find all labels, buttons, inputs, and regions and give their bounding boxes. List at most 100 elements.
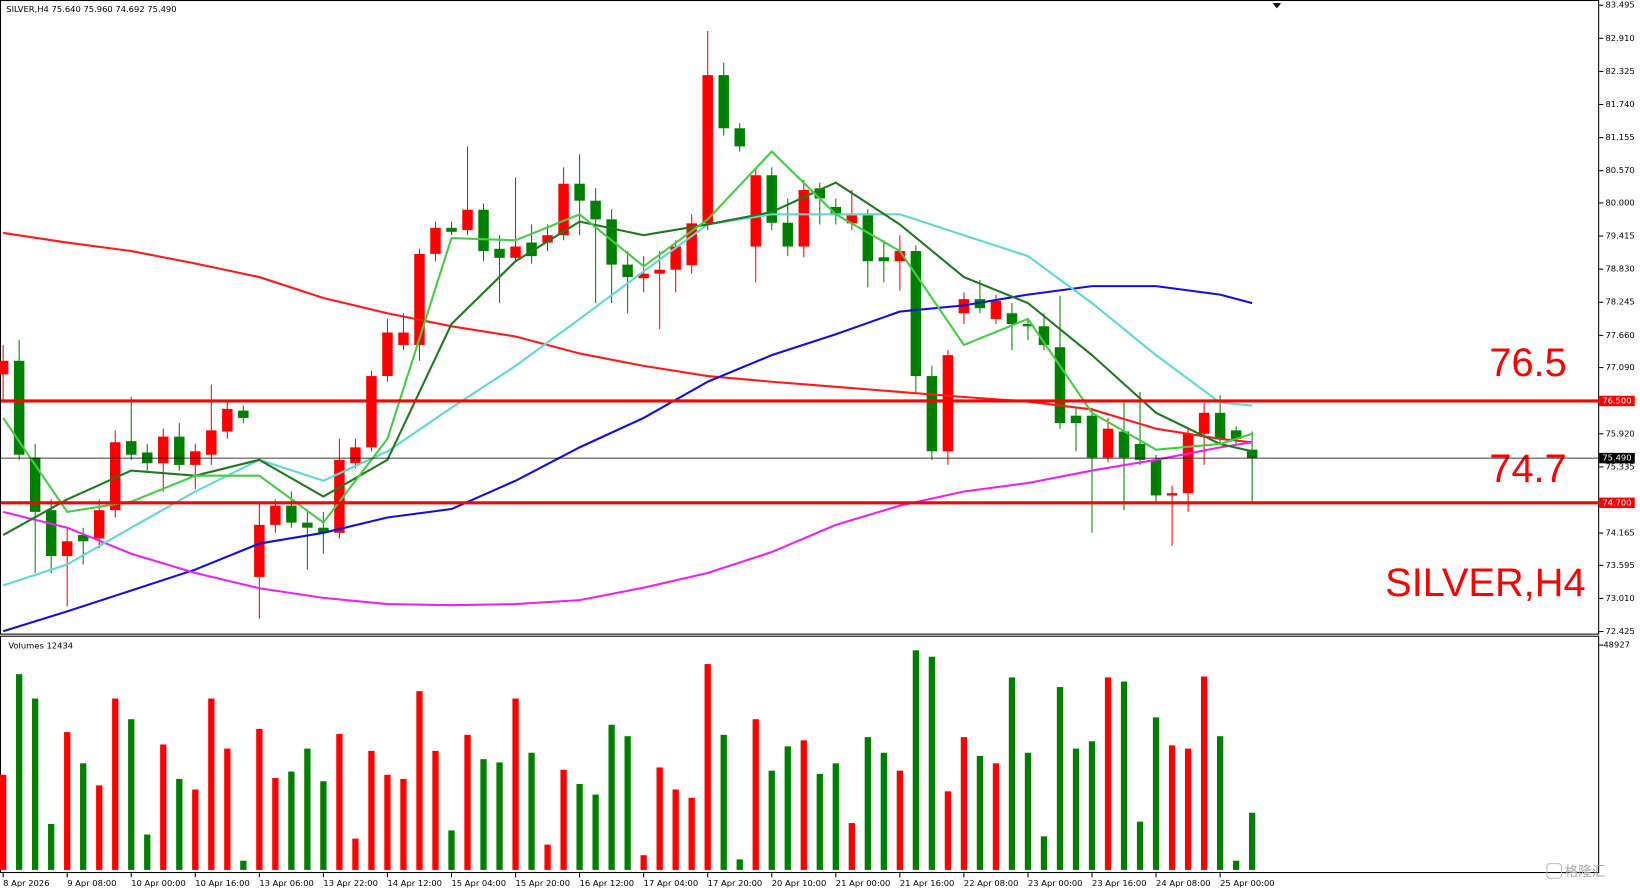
candle-body bbox=[478, 209, 489, 252]
volume-bar bbox=[496, 762, 503, 870]
volume-bar bbox=[544, 844, 551, 870]
candle-body bbox=[702, 75, 713, 224]
candle-body bbox=[846, 215, 858, 224]
volume-bar bbox=[672, 789, 679, 870]
volume-bar bbox=[352, 838, 359, 870]
volume-bar bbox=[1072, 748, 1080, 870]
x-tick-label: 15 Apr 20:00 bbox=[516, 878, 571, 888]
volume-bar bbox=[160, 744, 167, 870]
volume-bar bbox=[1248, 812, 1256, 870]
v-tick-label: 48927 bbox=[1603, 640, 1630, 650]
candle-body bbox=[942, 355, 954, 452]
last-price-label: 75.490 bbox=[1602, 453, 1631, 463]
candle-body bbox=[398, 332, 409, 345]
candle-body bbox=[590, 200, 601, 220]
moving-average bbox=[2, 441, 1253, 607]
candle-body bbox=[990, 300, 1002, 319]
volume-bar bbox=[96, 785, 103, 870]
x-tick-label: 13 Apr 06:00 bbox=[259, 878, 314, 888]
candle-body bbox=[366, 376, 377, 448]
y-tick-label: 78.830 bbox=[1605, 264, 1634, 274]
candle-body bbox=[1134, 443, 1146, 460]
candle-body bbox=[894, 251, 906, 262]
candle-body bbox=[222, 408, 233, 432]
x-tick-label: 14 Apr 12:00 bbox=[387, 878, 442, 888]
volume-bar bbox=[576, 783, 583, 870]
y-tick-label: 73.595 bbox=[1605, 560, 1634, 570]
y-tick-label: 80.570 bbox=[1605, 165, 1634, 175]
volume-bar bbox=[528, 752, 535, 870]
candle-body bbox=[814, 188, 826, 199]
x-tick-label: 23 Apr 16:00 bbox=[1092, 878, 1147, 888]
candle-body bbox=[174, 436, 185, 465]
candle-body bbox=[462, 209, 473, 231]
volume-bar bbox=[48, 823, 55, 870]
volume-bar bbox=[1232, 860, 1240, 870]
candle-body bbox=[1118, 431, 1130, 458]
candle-body bbox=[542, 235, 553, 243]
volume-bar bbox=[432, 750, 439, 870]
volume-bar bbox=[736, 859, 743, 870]
volume-bar bbox=[256, 728, 263, 870]
symbol-info: SILVER,H4 75.640 75.960 74.692 75.490 bbox=[6, 4, 176, 14]
volume-bar bbox=[1168, 745, 1176, 870]
volume-bar bbox=[928, 656, 936, 870]
candle-body bbox=[29, 457, 41, 512]
level-label: 74.7 bbox=[1489, 447, 1566, 491]
x-tick-label: 17 Apr 20:00 bbox=[708, 878, 763, 888]
y-tick-label: 77.090 bbox=[1605, 362, 1634, 372]
volume-bar bbox=[112, 698, 119, 870]
candle-body bbox=[0, 360, 9, 375]
x-tick-label: 13 Apr 22:00 bbox=[323, 878, 378, 888]
candle-body bbox=[1022, 324, 1034, 327]
x-tick-label: 21 Apr 16:00 bbox=[900, 878, 955, 888]
candle-body bbox=[77, 535, 89, 542]
candle-body bbox=[109, 442, 121, 511]
y-tick-label: 79.415 bbox=[1605, 231, 1634, 241]
volume-bar bbox=[32, 698, 39, 870]
candle-body bbox=[93, 510, 105, 539]
candle-body bbox=[654, 269, 665, 274]
volume-bar bbox=[16, 674, 23, 870]
candle-body bbox=[734, 128, 745, 147]
volume-bar bbox=[192, 789, 199, 870]
volume-bar bbox=[1056, 687, 1064, 870]
x-tick-label: 25 Apr 00:00 bbox=[1220, 878, 1275, 888]
candle-body bbox=[1006, 313, 1018, 325]
volume-bar bbox=[1200, 676, 1208, 870]
candle-body bbox=[798, 189, 810, 247]
volume-bar bbox=[912, 650, 920, 870]
candle-body bbox=[238, 410, 249, 418]
last-price-box bbox=[1599, 452, 1635, 464]
moving-average bbox=[2, 285, 1253, 633]
candle-body bbox=[830, 206, 842, 215]
x-tick-label: 9 Apr 08:00 bbox=[67, 878, 116, 888]
volume-bar bbox=[640, 855, 647, 870]
level-axis-label: 76.500 bbox=[1602, 395, 1631, 405]
candle-body bbox=[1038, 326, 1050, 345]
candle-body bbox=[446, 227, 457, 232]
x-tick-label: 17 Apr 04:00 bbox=[644, 878, 699, 888]
candle-body bbox=[926, 376, 938, 452]
candle-body bbox=[1070, 415, 1082, 424]
candle-body bbox=[718, 75, 729, 129]
volume-bar bbox=[1104, 677, 1112, 870]
volume-bar bbox=[464, 734, 471, 870]
price-panel bbox=[0, 0, 1600, 635]
candle-body bbox=[430, 227, 441, 254]
volume-bar bbox=[480, 759, 487, 870]
candle-body bbox=[558, 183, 569, 236]
volume-bar bbox=[624, 736, 631, 870]
volume-bar bbox=[720, 734, 727, 870]
watermark-symbol: SILVER,H4 bbox=[1385, 561, 1585, 605]
candle-body bbox=[782, 222, 793, 247]
volume-bar bbox=[1184, 748, 1192, 870]
volume-bar bbox=[64, 732, 71, 870]
candle-body bbox=[126, 441, 137, 455]
candle-body bbox=[350, 447, 361, 464]
candle-body bbox=[1166, 493, 1178, 496]
candle-body bbox=[382, 332, 393, 377]
candle-body bbox=[670, 246, 681, 270]
y-tick-label: 73.010 bbox=[1605, 593, 1634, 603]
